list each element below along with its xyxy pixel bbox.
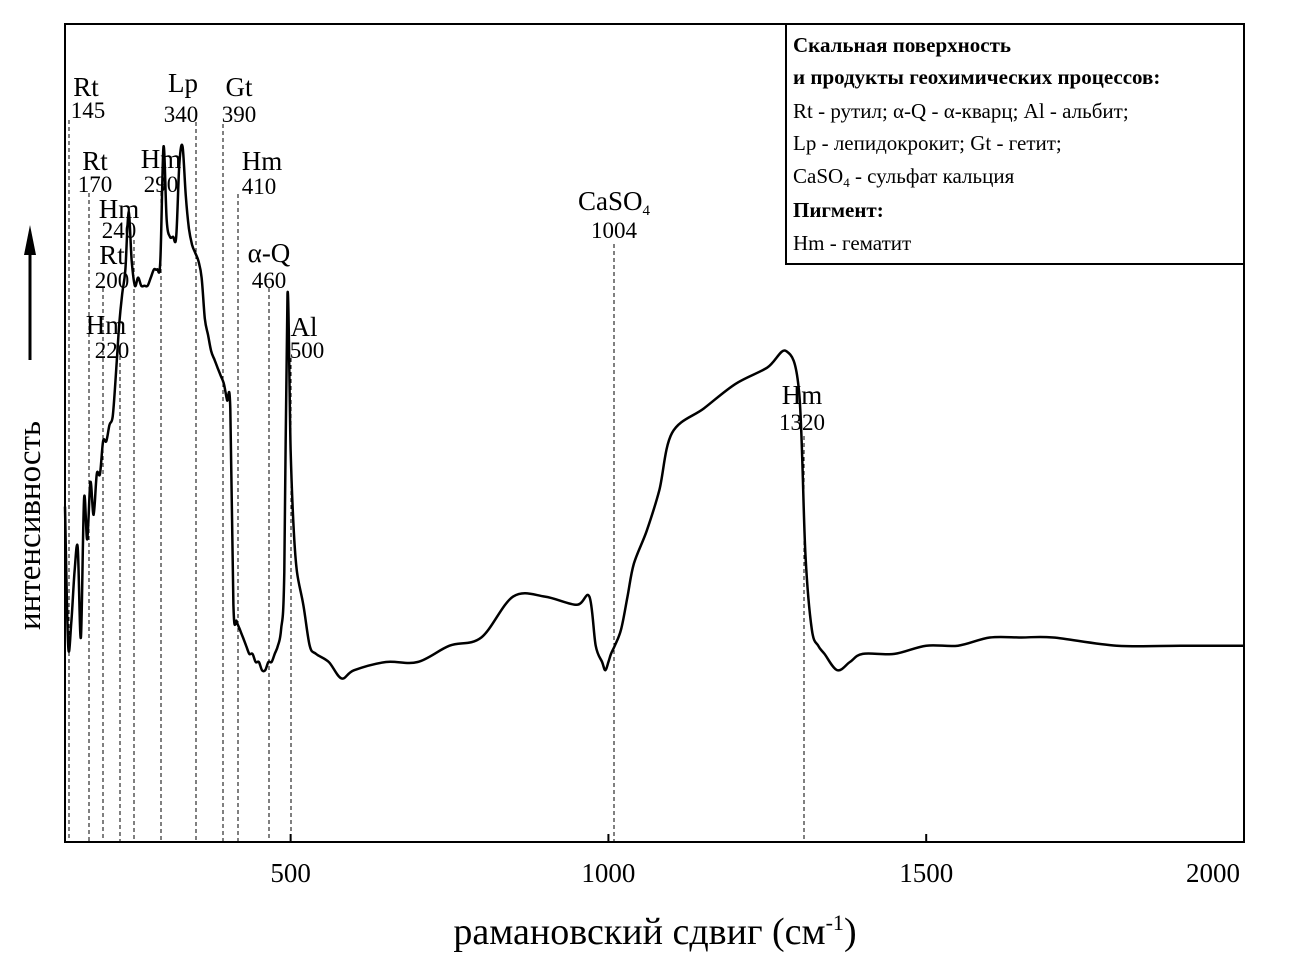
peak-label: Rt (99, 240, 125, 270)
legend-box: Скальная поверхность и продукты геохимиче… (785, 23, 1245, 265)
x-tick-label: 500 (270, 858, 311, 888)
x-axis-title: рамановский сдвиг (см-1) (453, 910, 856, 953)
peak-position-label: 500 (290, 338, 325, 363)
legend-line: Пигмент: (793, 198, 884, 222)
peak-position-label: 145 (71, 98, 106, 123)
y-axis-title: интенсивность (12, 421, 48, 630)
peak-label: Gt (226, 72, 253, 102)
legend-line: Hm - гематит (793, 231, 911, 255)
y-axis-title-group: интенсивность (12, 225, 48, 630)
peak-markers: Rt145Rt170Rt200Hm220Hm240Hm290Lp340Gt390… (68, 68, 825, 842)
peak-position-label: 410 (242, 174, 277, 199)
peak-position-label: 170 (78, 172, 113, 197)
peak-position-label: 460 (252, 268, 287, 293)
legend-line: Lp - лепидокрокит; Gt - гетит; (793, 131, 1062, 155)
legend-line: и продукты геохимических процессов: (793, 65, 1160, 89)
legend-line: CaSO4 - сульфат кальция (793, 164, 1015, 190)
legend-lines: Скальная поверхность и продукты геохимиче… (793, 33, 1160, 255)
y-axis-arrow-head (24, 225, 36, 255)
x-axis-ticks: 500 1000 1500 2000 (270, 834, 1245, 888)
legend-line: Rt - рутил; α-Q - α-кварц; Al - альбит; (793, 99, 1129, 123)
legend-frame (785, 23, 1245, 265)
plot-frame (64, 23, 1245, 843)
peak-position-label: 390 (222, 102, 257, 127)
peak-label: Hm (99, 194, 140, 224)
spectrum-series (63, 143, 1244, 680)
peak-label: α-Q (248, 238, 291, 268)
peak-position-label: 220 (95, 338, 130, 363)
peak-position-label: 1004 (591, 218, 638, 243)
x-tick-label: 1000 (581, 858, 635, 888)
peak-label: Rt (82, 146, 108, 176)
peak-label: Al (291, 312, 318, 342)
x-tick-label: 2000 (1186, 858, 1240, 888)
peak-label: Hm (782, 380, 823, 410)
peak-label: CaSO4 (578, 186, 651, 219)
peak-position-label: 340 (164, 102, 199, 127)
peak-label: Hm (242, 146, 283, 176)
spectrum-line (63, 143, 1244, 680)
peak-label: Lp (168, 68, 198, 98)
peak-label: Hm (141, 144, 182, 174)
legend-line: Скальная поверхность (793, 33, 1011, 57)
peak-label: Rt (73, 72, 99, 102)
x-tick-label: 1500 (899, 858, 953, 888)
